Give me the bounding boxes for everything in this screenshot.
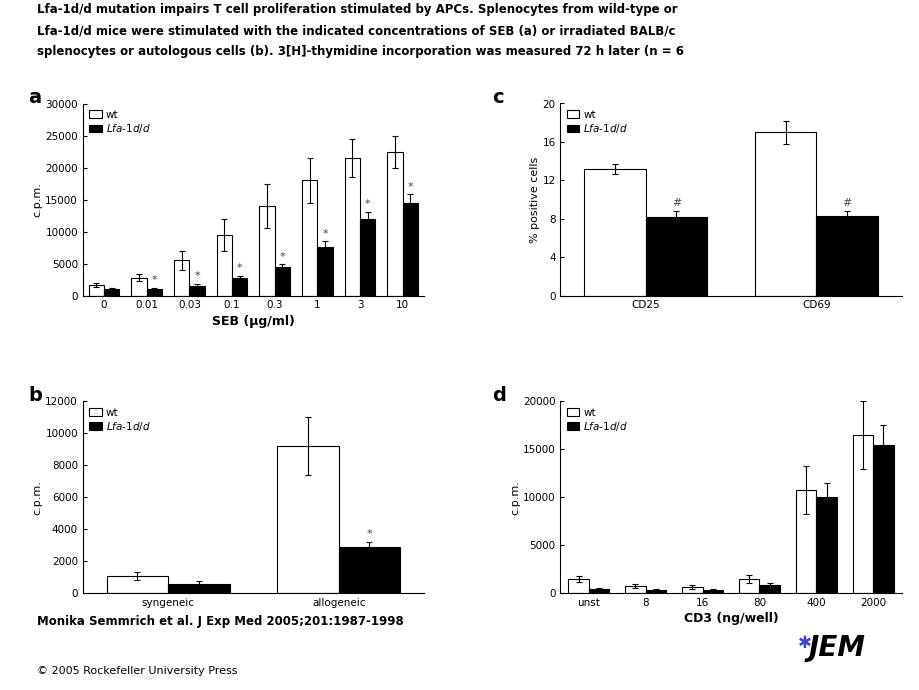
Text: *: * [237, 263, 243, 273]
Text: *: * [152, 275, 157, 286]
Y-axis label: c.p.m.: c.p.m. [32, 182, 42, 217]
Bar [815, 216, 877, 295]
Bar [259, 206, 275, 295]
Bar [147, 289, 162, 295]
Legend: wt, $Lfa$-$1d$/$d$: wt, $Lfa$-$1d$/$d$ [85, 106, 154, 139]
Text: b: b [28, 386, 42, 405]
Text: ✱: ✱ [797, 634, 811, 652]
Bar [345, 158, 359, 295]
Bar [852, 435, 872, 593]
Y-axis label: c.p.m.: c.p.m. [509, 480, 519, 515]
Y-axis label: c.p.m.: c.p.m. [32, 480, 42, 515]
Bar [681, 586, 702, 593]
Bar [131, 277, 147, 295]
Bar [189, 286, 205, 295]
Bar [795, 490, 815, 593]
Text: *: * [407, 182, 413, 192]
Bar [104, 289, 119, 295]
Bar [625, 586, 645, 593]
Bar [168, 584, 229, 593]
Bar [217, 235, 232, 295]
Bar [872, 444, 892, 593]
Text: *: * [194, 271, 199, 282]
Legend: wt, $Lfa$-$1d$/$d$: wt, $Lfa$-$1d$/$d$ [562, 106, 631, 139]
Text: *: * [279, 252, 285, 262]
Bar [645, 217, 707, 295]
Bar [738, 579, 758, 593]
Bar [174, 260, 189, 295]
Y-axis label: % positive cells: % positive cells [529, 157, 539, 243]
Text: Lfa-1d/d mice were stimulated with the indicated concentrations of SEB (a) or ir: Lfa-1d/d mice were stimulated with the i… [37, 24, 675, 37]
Text: c: c [492, 88, 504, 107]
Bar [232, 278, 247, 295]
Text: © 2005 Rockefeller University Press: © 2005 Rockefeller University Press [37, 667, 237, 676]
Bar [387, 152, 403, 295]
Bar [359, 219, 375, 295]
Bar [584, 169, 645, 295]
Bar [277, 446, 338, 593]
Legend: wt, $Lfa$-$1d$/$d$: wt, $Lfa$-$1d$/$d$ [562, 404, 631, 437]
Bar [645, 589, 665, 593]
Bar [317, 247, 333, 295]
Bar [568, 579, 588, 593]
Legend: wt, $Lfa$-$1d$/$d$: wt, $Lfa$-$1d$/$d$ [85, 404, 154, 437]
Text: #: # [842, 198, 851, 208]
Bar [88, 285, 104, 295]
Bar [702, 590, 722, 593]
Bar [338, 547, 400, 593]
Text: Monika Semmrich et al. J Exp Med 2005;201:1987-1998: Monika Semmrich et al. J Exp Med 2005;20… [37, 615, 403, 628]
Text: splenocytes or autologous cells (b). 3[H]-thymidine incorporation was measured 7: splenocytes or autologous cells (b). 3[H… [37, 45, 683, 58]
Bar [754, 132, 815, 295]
Text: *: * [366, 529, 372, 539]
Bar [815, 497, 836, 593]
Text: Lfa-1d/d mutation impairs T cell proliferation stimulated by APCs. Splenocytes f: Lfa-1d/d mutation impairs T cell prolife… [37, 3, 676, 17]
Bar [758, 584, 779, 593]
Text: *: * [322, 228, 327, 239]
Bar [275, 268, 289, 295]
Bar [301, 180, 317, 295]
X-axis label: CD3 (ng/well): CD3 (ng/well) [683, 613, 777, 625]
Text: #: # [671, 198, 680, 208]
Bar [403, 203, 417, 295]
Text: d: d [492, 386, 505, 405]
Bar [588, 589, 608, 593]
Text: JEM: JEM [808, 634, 865, 662]
X-axis label: SEB (μg/ml): SEB (μg/ml) [211, 315, 294, 328]
Text: a: a [28, 88, 41, 107]
Text: *: * [365, 199, 370, 209]
Bar [107, 575, 168, 593]
